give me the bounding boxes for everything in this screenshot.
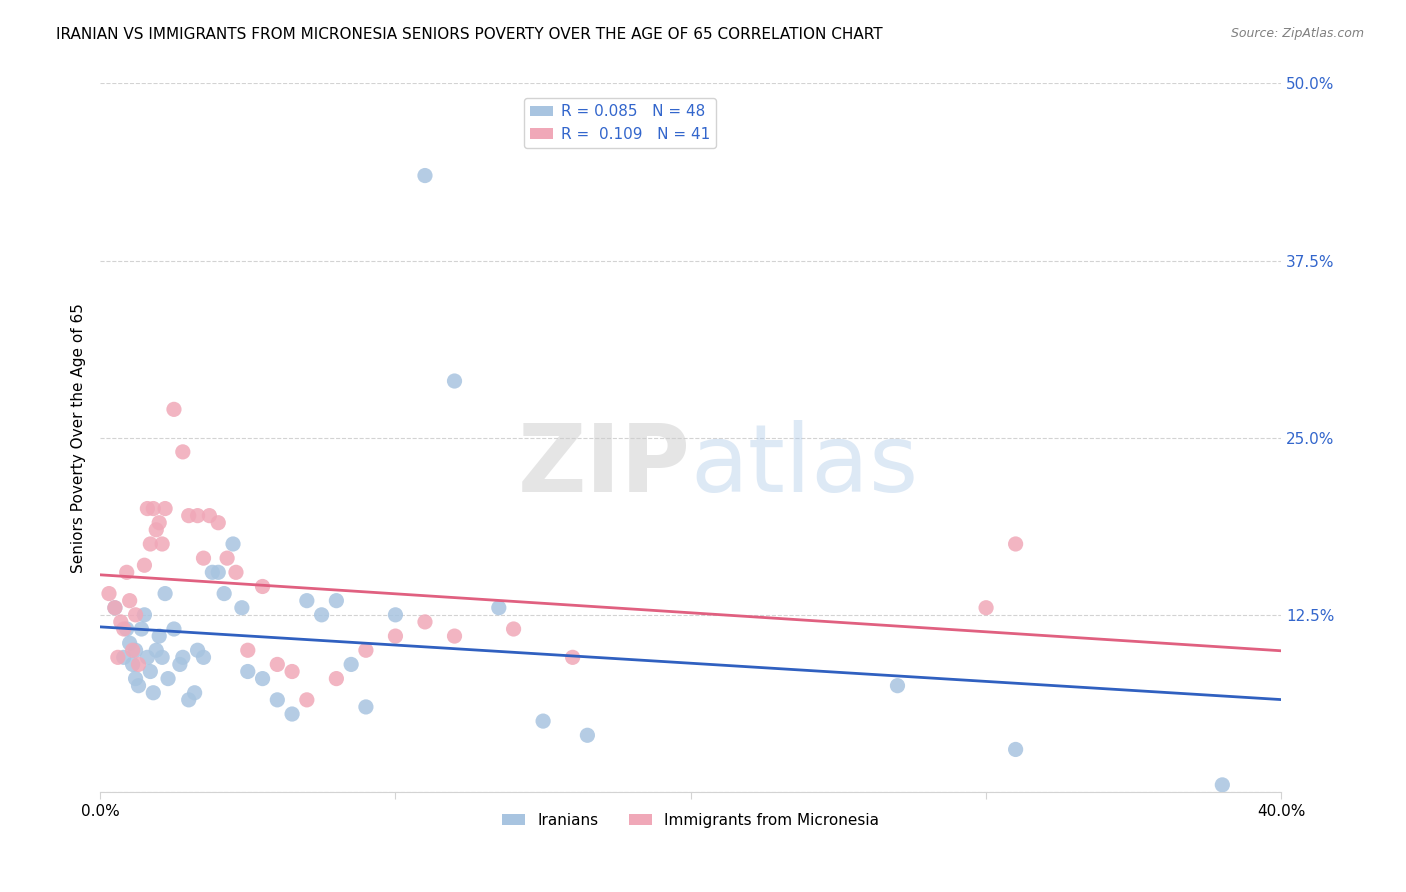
Point <box>110 615 132 629</box>
Point <box>136 501 159 516</box>
Point <box>443 374 465 388</box>
Point <box>212 586 235 600</box>
Point <box>153 501 176 516</box>
Point <box>148 629 170 643</box>
Point <box>222 537 245 551</box>
Point <box>124 672 146 686</box>
Point <box>561 650 583 665</box>
Point <box>134 558 156 573</box>
Point <box>236 643 259 657</box>
Point <box>281 706 304 721</box>
Point <box>354 700 377 714</box>
Point <box>128 657 150 672</box>
Point <box>163 402 186 417</box>
Point <box>198 508 221 523</box>
Point <box>112 622 135 636</box>
Point <box>172 445 194 459</box>
Text: IRANIAN VS IMMIGRANTS FROM MICRONESIA SENIORS POVERTY OVER THE AGE OF 65 CORRELA: IRANIAN VS IMMIGRANTS FROM MICRONESIA SE… <box>56 27 883 42</box>
Point <box>576 728 599 742</box>
Point <box>145 523 167 537</box>
Point <box>217 551 239 566</box>
Point <box>172 650 194 665</box>
Point <box>139 665 162 679</box>
Point <box>124 643 146 657</box>
Point <box>531 714 554 728</box>
Point <box>139 537 162 551</box>
Point <box>187 643 209 657</box>
Point <box>124 607 146 622</box>
Point <box>231 600 253 615</box>
Point <box>107 650 129 665</box>
Point <box>252 672 274 686</box>
Point <box>163 622 186 636</box>
Point <box>1004 537 1026 551</box>
Point <box>193 650 215 665</box>
Point <box>488 600 510 615</box>
Point <box>886 679 908 693</box>
Point <box>118 636 141 650</box>
Point <box>115 566 138 580</box>
Point <box>177 508 200 523</box>
Point <box>104 600 127 615</box>
Point <box>153 586 176 600</box>
Point <box>169 657 191 672</box>
Point <box>384 629 406 643</box>
Point <box>295 693 318 707</box>
Point <box>157 672 180 686</box>
Point <box>136 650 159 665</box>
Text: atlas: atlas <box>690 420 920 512</box>
Point <box>121 657 143 672</box>
Point <box>142 501 165 516</box>
Point <box>384 607 406 622</box>
Text: Source: ZipAtlas.com: Source: ZipAtlas.com <box>1230 27 1364 40</box>
Point <box>281 665 304 679</box>
Point <box>150 650 173 665</box>
Point <box>974 600 997 615</box>
Point <box>112 650 135 665</box>
Point <box>148 516 170 530</box>
Point <box>145 643 167 657</box>
Point <box>1004 742 1026 756</box>
Point <box>201 566 224 580</box>
Point <box>118 593 141 607</box>
Point <box>295 593 318 607</box>
Point <box>502 622 524 636</box>
Point <box>1211 778 1233 792</box>
Point <box>115 622 138 636</box>
Point <box>134 607 156 622</box>
Point <box>325 672 347 686</box>
Point <box>104 600 127 615</box>
Point <box>225 566 247 580</box>
Point <box>443 629 465 643</box>
Point <box>354 643 377 657</box>
Point <box>266 657 288 672</box>
Point <box>142 686 165 700</box>
Point <box>193 551 215 566</box>
Point <box>98 586 121 600</box>
Point <box>413 615 436 629</box>
Point <box>131 622 153 636</box>
Legend: Iranians, Immigrants from Micronesia: Iranians, Immigrants from Micronesia <box>496 806 886 834</box>
Point <box>187 508 209 523</box>
Y-axis label: Seniors Poverty Over the Age of 65: Seniors Poverty Over the Age of 65 <box>72 302 86 573</box>
Point <box>340 657 363 672</box>
Point <box>183 686 205 700</box>
Point <box>207 516 229 530</box>
Point <box>128 679 150 693</box>
Point <box>311 607 333 622</box>
Point <box>207 566 229 580</box>
Point <box>413 169 436 183</box>
Point <box>325 593 347 607</box>
Point <box>177 693 200 707</box>
Point <box>252 579 274 593</box>
Point <box>121 643 143 657</box>
Point <box>236 665 259 679</box>
Point <box>266 693 288 707</box>
Text: ZIP: ZIP <box>517 420 690 512</box>
Point <box>150 537 173 551</box>
